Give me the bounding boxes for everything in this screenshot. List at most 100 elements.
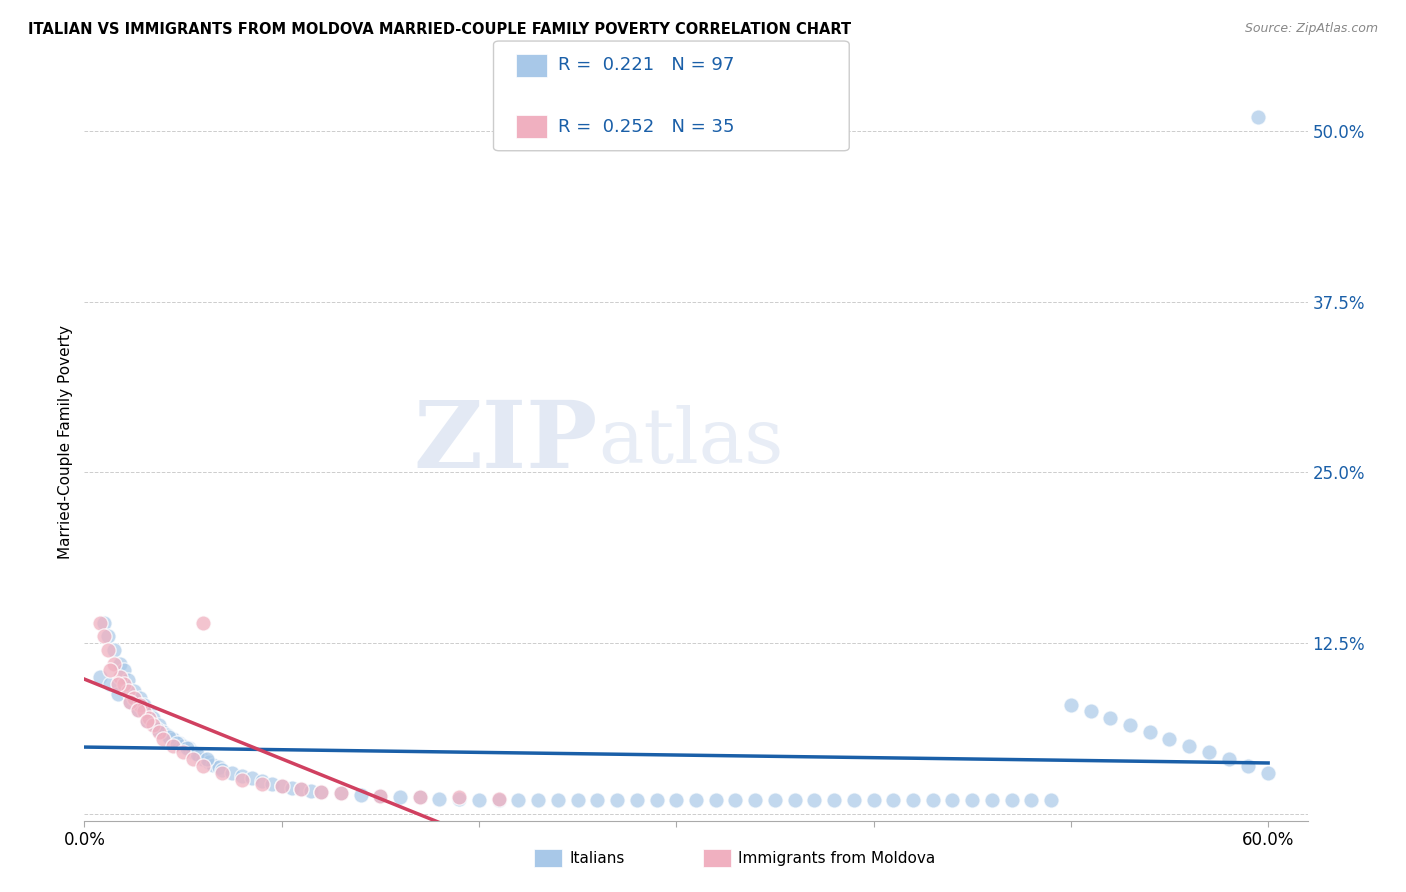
Point bbox=[177, 741, 200, 756]
Point bbox=[763, 793, 786, 807]
Point bbox=[783, 793, 806, 807]
Point bbox=[152, 731, 174, 746]
Point bbox=[98, 677, 121, 691]
Text: R =  0.252   N = 35: R = 0.252 N = 35 bbox=[558, 118, 735, 136]
Point bbox=[1198, 745, 1220, 759]
Point bbox=[132, 704, 155, 718]
Point bbox=[1001, 793, 1024, 807]
Text: ZIP: ZIP bbox=[413, 397, 598, 486]
Point bbox=[409, 790, 432, 805]
Point bbox=[1237, 759, 1260, 773]
Point bbox=[290, 782, 312, 797]
Point bbox=[449, 791, 471, 805]
Point bbox=[231, 768, 253, 782]
Point bbox=[368, 789, 391, 803]
Point bbox=[842, 793, 865, 807]
Point bbox=[1178, 739, 1201, 753]
Point bbox=[586, 793, 609, 807]
Point bbox=[270, 780, 292, 794]
Point bbox=[488, 791, 510, 805]
Point bbox=[118, 695, 141, 709]
Point bbox=[122, 684, 145, 698]
Point bbox=[112, 677, 135, 691]
Text: Italians: Italians bbox=[569, 851, 624, 865]
Point bbox=[1099, 711, 1122, 725]
Point bbox=[108, 670, 131, 684]
Point bbox=[290, 782, 312, 797]
Point bbox=[823, 793, 845, 807]
Point bbox=[960, 793, 983, 807]
Point bbox=[488, 793, 510, 807]
Point bbox=[309, 785, 332, 799]
Point bbox=[108, 657, 131, 671]
Point bbox=[606, 793, 628, 807]
Point bbox=[172, 745, 194, 759]
Point bbox=[309, 785, 332, 799]
Point bbox=[527, 793, 550, 807]
Point bbox=[148, 724, 170, 739]
Point bbox=[349, 788, 371, 802]
Point bbox=[128, 698, 150, 712]
Point bbox=[941, 793, 963, 807]
Point bbox=[626, 793, 648, 807]
Point bbox=[207, 760, 229, 774]
Point bbox=[117, 673, 139, 687]
Point bbox=[97, 643, 120, 657]
Point bbox=[211, 763, 233, 777]
Point bbox=[191, 752, 214, 766]
Point bbox=[187, 749, 209, 764]
Point bbox=[166, 736, 188, 750]
Point bbox=[181, 752, 204, 766]
Point bbox=[138, 711, 160, 725]
Point bbox=[162, 731, 184, 746]
Point bbox=[1159, 731, 1181, 746]
Point bbox=[191, 615, 214, 630]
Point bbox=[176, 741, 198, 756]
Point bbox=[107, 677, 129, 691]
Point bbox=[547, 793, 569, 807]
Point bbox=[112, 664, 135, 678]
Point bbox=[128, 690, 150, 705]
Text: ITALIAN VS IMMIGRANTS FROM MOLDOVA MARRIED-COUPLE FAMILY POVERTY CORRELATION CHA: ITALIAN VS IMMIGRANTS FROM MOLDOVA MARRI… bbox=[28, 22, 851, 37]
Point bbox=[127, 703, 149, 717]
Text: atlas: atlas bbox=[598, 405, 783, 478]
Point bbox=[186, 747, 208, 761]
Point bbox=[117, 684, 139, 698]
Point bbox=[389, 790, 412, 805]
Point bbox=[1060, 698, 1083, 712]
Point bbox=[882, 793, 904, 807]
Point bbox=[449, 790, 471, 805]
Point bbox=[704, 793, 727, 807]
Point bbox=[142, 711, 165, 725]
Point bbox=[250, 777, 273, 791]
Point bbox=[167, 736, 190, 750]
Point bbox=[93, 629, 115, 643]
Point bbox=[240, 772, 263, 786]
Point bbox=[181, 745, 204, 759]
Point bbox=[211, 765, 233, 780]
Point bbox=[146, 722, 169, 736]
Point bbox=[221, 765, 243, 780]
Point bbox=[1021, 793, 1043, 807]
Point bbox=[299, 783, 322, 797]
Point bbox=[429, 791, 451, 805]
Point bbox=[862, 793, 884, 807]
Point bbox=[468, 793, 491, 807]
Point bbox=[191, 759, 214, 773]
Point bbox=[250, 774, 273, 789]
Point bbox=[201, 757, 224, 772]
Point bbox=[195, 752, 218, 766]
Point bbox=[508, 793, 530, 807]
Point bbox=[162, 739, 184, 753]
Point bbox=[136, 714, 159, 728]
Point bbox=[803, 793, 825, 807]
Point bbox=[138, 704, 160, 718]
Point bbox=[1080, 704, 1102, 718]
Point bbox=[1119, 718, 1142, 732]
Text: R =  0.221   N = 97: R = 0.221 N = 97 bbox=[558, 56, 734, 74]
Point bbox=[1247, 110, 1270, 124]
Point bbox=[152, 724, 174, 739]
Point bbox=[172, 739, 194, 753]
Point bbox=[645, 793, 668, 807]
Point bbox=[329, 786, 352, 800]
